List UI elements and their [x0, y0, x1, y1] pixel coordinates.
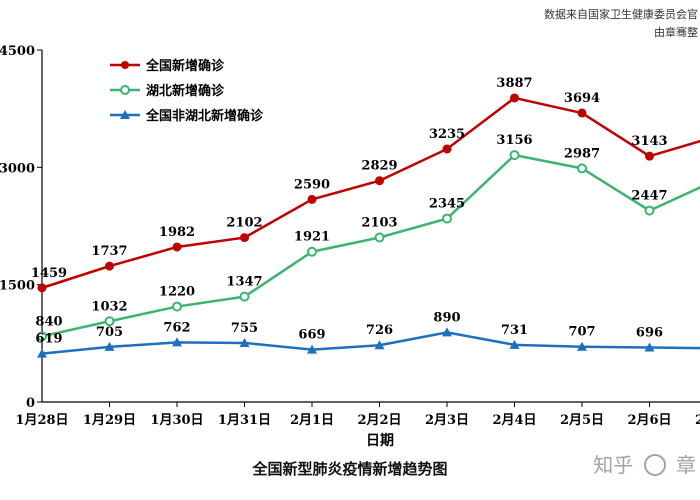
- data-point: [240, 233, 249, 243]
- data-point: [442, 327, 452, 337]
- series-line-1: [41, 96, 700, 290]
- y-tick-label: 3000: [0, 161, 35, 176]
- data-label: 1347: [226, 275, 262, 290]
- y-tick-label: 4500: [0, 44, 35, 59]
- data-point: [239, 291, 250, 302]
- data-point: [509, 150, 520, 161]
- x-tick-label: 2月5日: [560, 413, 604, 428]
- x-tick-label: 1月28日: [15, 413, 68, 428]
- data-label: 1982: [159, 225, 195, 240]
- data-label: 1737: [91, 244, 127, 259]
- data-label: 2590: [294, 177, 330, 192]
- data-label: 2102: [226, 216, 262, 231]
- data-point: [374, 340, 385, 350]
- source-note-line2: 由章骞整: [654, 26, 698, 39]
- data-point: [374, 232, 385, 243]
- zhihu-user-icon: [643, 453, 666, 476]
- data-point: [37, 283, 47, 293]
- legend-marker: [121, 61, 129, 69]
- x-tick-label: 1月31日: [218, 413, 271, 428]
- data-label: 3887: [496, 76, 532, 91]
- data-point: [104, 316, 115, 327]
- data-label: 2829: [361, 159, 397, 174]
- x-tick-label: 1月29日: [83, 413, 136, 428]
- data-label: 755: [231, 321, 258, 336]
- legend-marker: [120, 85, 130, 95]
- data-point: [442, 144, 452, 154]
- data-point: [645, 151, 654, 161]
- data-point: [307, 344, 317, 354]
- legend-label: 全国非湖北新增确诊: [145, 108, 264, 124]
- data-label: 1921: [294, 230, 330, 245]
- data-label: 1032: [91, 299, 127, 314]
- watermark: 知乎 章: [593, 449, 696, 478]
- data-point: [37, 331, 47, 342]
- y-tick-label: 1500: [0, 279, 35, 294]
- data-point: [307, 194, 317, 204]
- x-tick-label: 2月1日: [290, 413, 334, 428]
- data-label: 669: [298, 328, 325, 343]
- data-label: 696: [636, 326, 663, 341]
- watermark-text-left: 知乎: [593, 453, 634, 477]
- data-label: 1459: [31, 266, 67, 281]
- data-point: [577, 108, 587, 118]
- data-point: [307, 246, 317, 257]
- data-label: 2345: [429, 197, 465, 212]
- data-label: 705: [96, 325, 123, 340]
- x-tick-label: 2月4日: [492, 413, 536, 428]
- x-tick-label: 2月2日: [357, 413, 401, 428]
- data-point: [577, 163, 587, 174]
- data-point: [37, 348, 47, 358]
- data-point: [577, 341, 587, 351]
- data-label: 3235: [429, 127, 465, 142]
- data-point: [105, 261, 114, 271]
- chart-title: 全国新型肺炎疫情新增趋势图: [252, 460, 448, 478]
- data-point: [644, 205, 655, 216]
- data-label: 2987: [564, 146, 600, 161]
- data-label: 2447: [631, 189, 667, 204]
- legend-label: 全国新增确诊: [145, 58, 225, 74]
- data-point: [239, 337, 250, 347]
- data-label: 2103: [361, 215, 397, 230]
- x-axis-label: 日期: [366, 433, 394, 449]
- data-point: [172, 242, 182, 252]
- x-tick-label: 2月7日: [695, 413, 700, 428]
- data-point: [375, 176, 384, 186]
- legend-marker: [120, 110, 130, 119]
- data-label: 726: [366, 323, 393, 338]
- data-label: 3143: [631, 134, 667, 149]
- y-tick-label: 0: [26, 396, 35, 411]
- legend-label: 湖北新增确诊: [146, 83, 225, 99]
- data-point: [104, 341, 115, 351]
- data-label: 619: [35, 332, 62, 347]
- data-label: 890: [433, 310, 460, 325]
- data-point: [172, 301, 182, 312]
- data-label: 731: [501, 323, 528, 338]
- source-note-line1: 数据来自国家卫生健康委员会官: [544, 8, 698, 21]
- data-point: [644, 342, 655, 352]
- data-point: [442, 213, 452, 224]
- data-point: [172, 337, 182, 347]
- x-tick-label: 2月3日: [425, 413, 469, 428]
- data-label: 707: [568, 325, 595, 340]
- data-label: 762: [163, 320, 190, 335]
- data-point: [509, 339, 520, 349]
- x-tick-label: 1月30日: [150, 413, 203, 428]
- data-label: 3156: [496, 133, 532, 148]
- data-point: [510, 93, 519, 103]
- data-label: 3694: [564, 91, 600, 106]
- x-tick-label: 2月6日: [627, 413, 671, 428]
- data-label: 1220: [159, 285, 195, 300]
- data-label: 840: [35, 314, 62, 329]
- watermark-text-right: 章: [676, 453, 696, 477]
